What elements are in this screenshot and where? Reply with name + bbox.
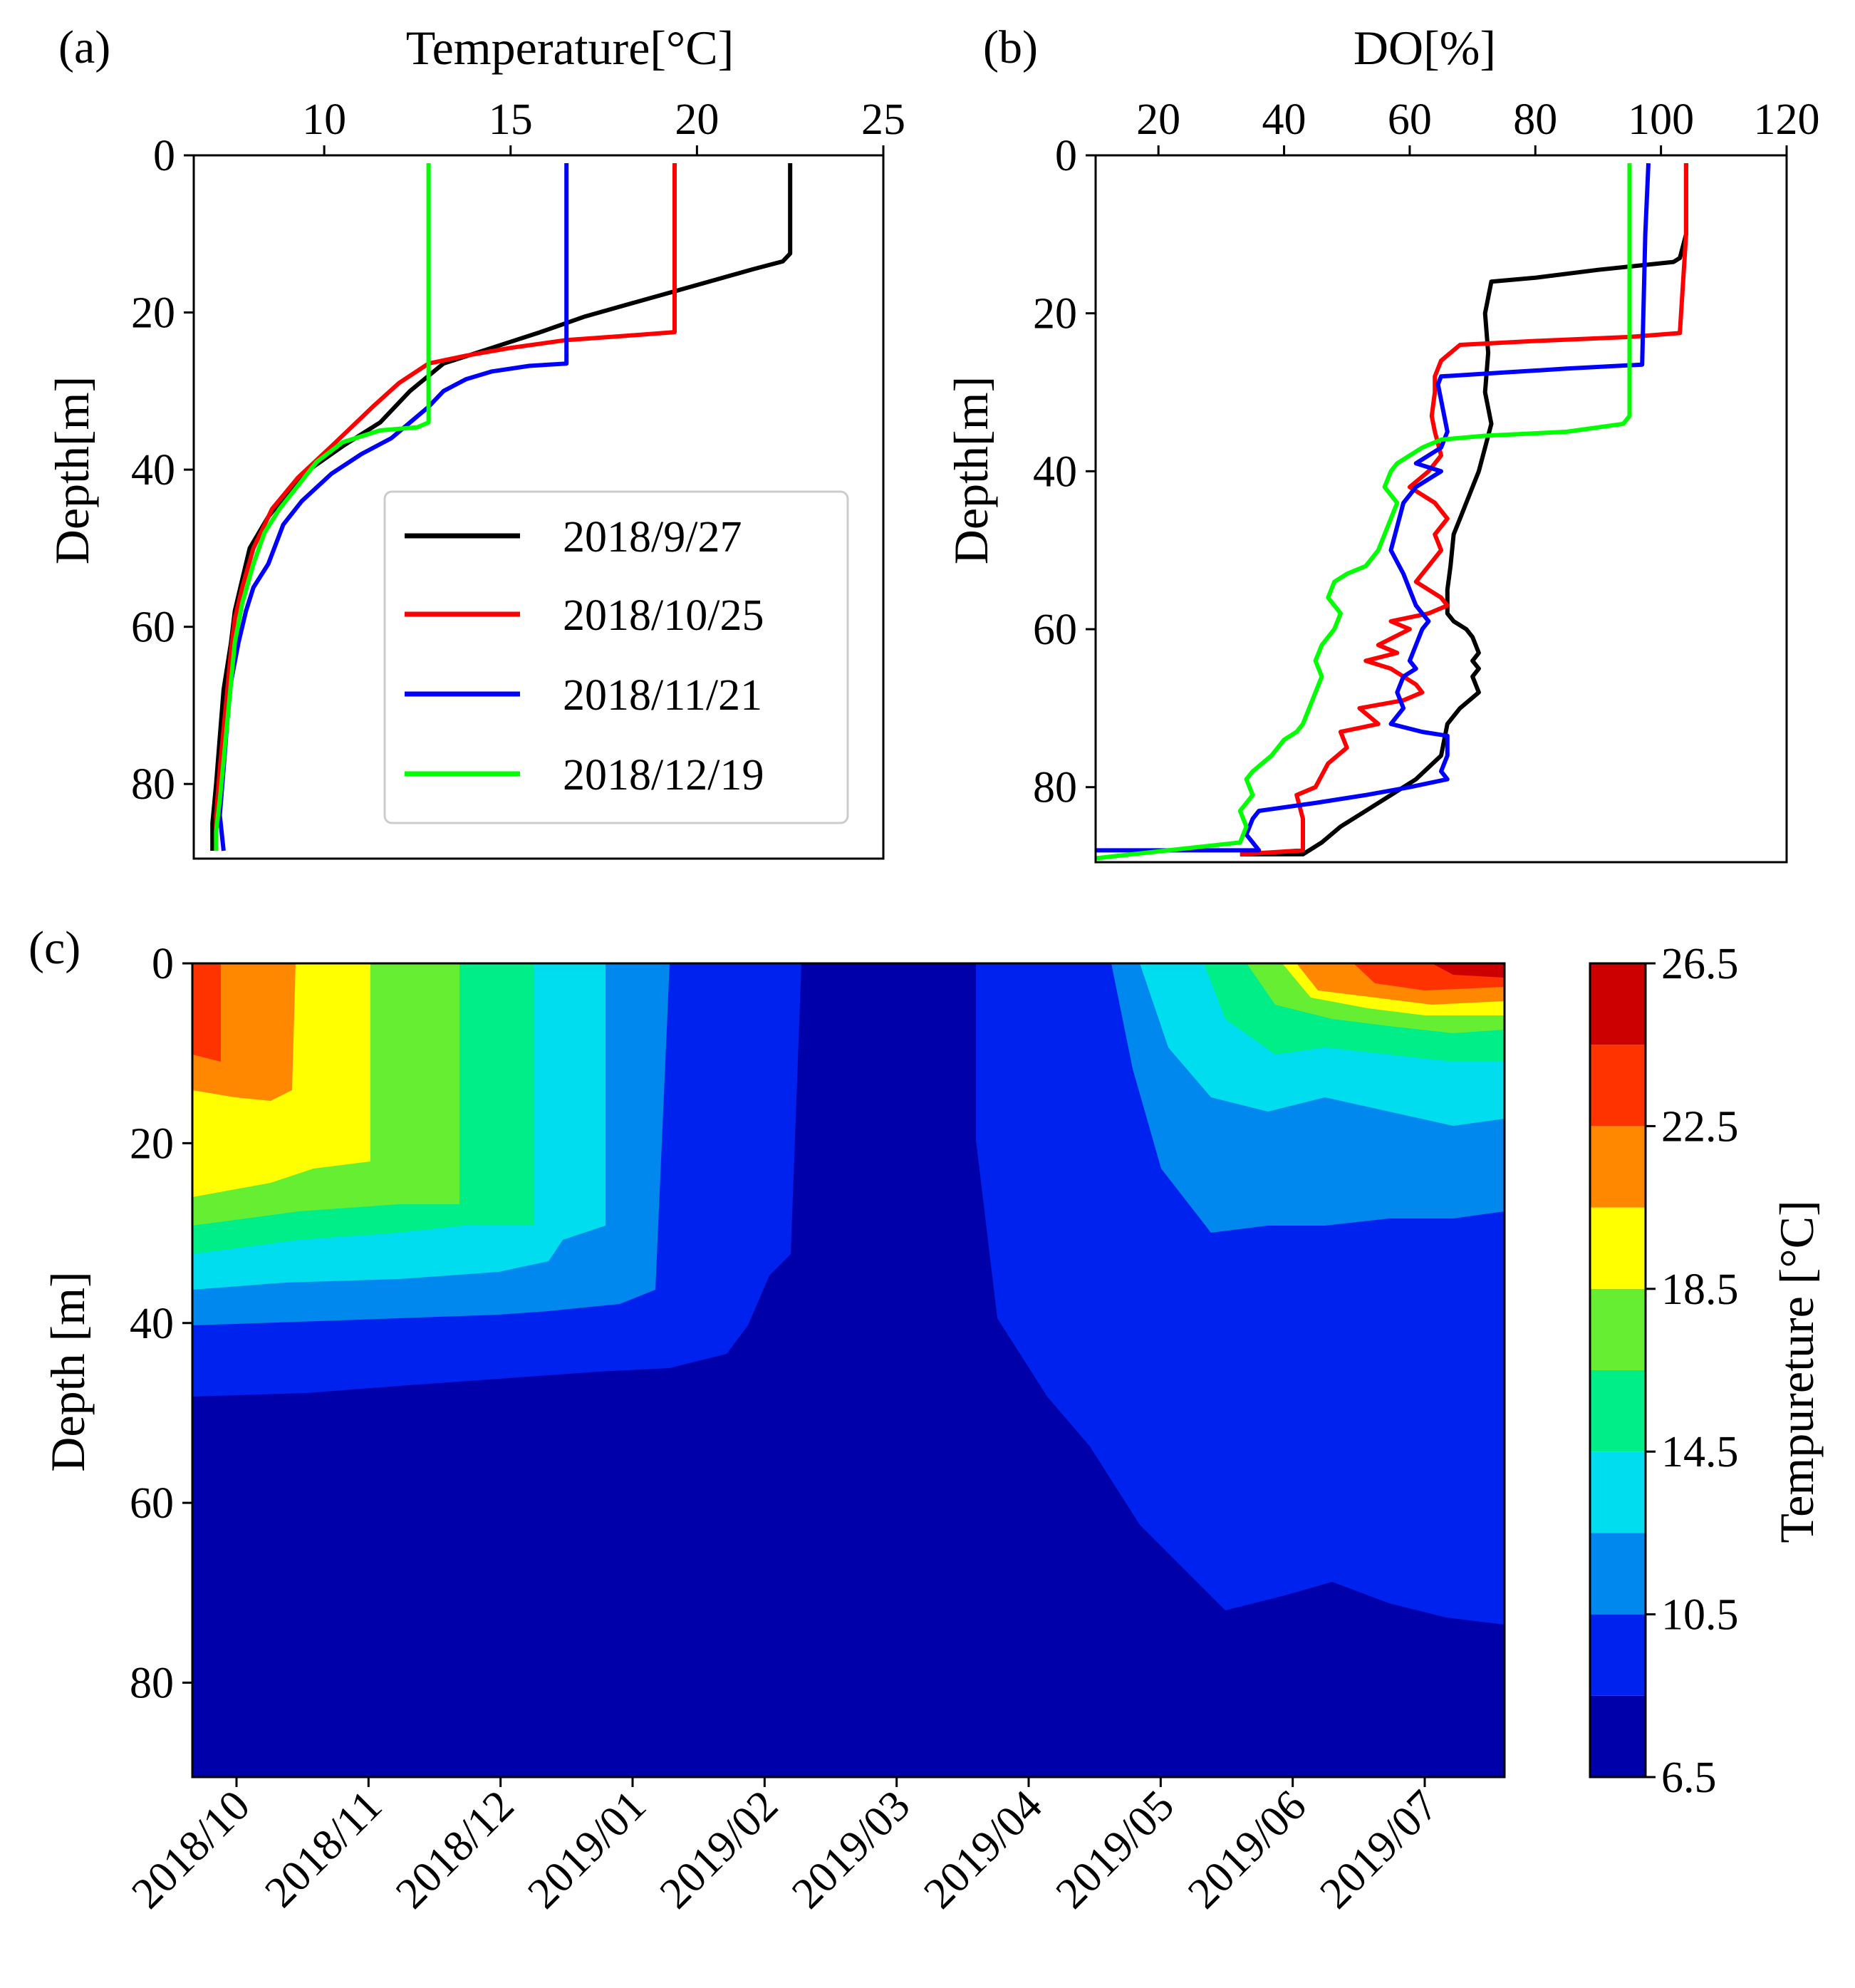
colorbar-bin-2 — [1590, 1533, 1646, 1615]
panel-b-xtick-label-5: 120 — [1754, 95, 1820, 144]
colorbar-tick-label-3: 14.5 — [1661, 1428, 1739, 1476]
panel-c-ytick-label-1: 20 — [130, 1119, 174, 1168]
panel-b-xlabel: DO[%] — [1353, 21, 1496, 75]
panel-c-ytick-label-2: 40 — [130, 1300, 174, 1348]
colorbar-label: Tempureture [°C] — [1770, 1200, 1824, 1543]
panel-c: (c) Depth [m] 0204060802018/102018/11201… — [28, 922, 1824, 1918]
panel-b-line-3 — [1095, 163, 1632, 861]
panel-a-xtick-label-0: 10 — [302, 95, 346, 144]
legend-label-3: 2018/12/19 — [563, 751, 764, 799]
colorbar-tick-label-4: 10.5 — [1661, 1591, 1739, 1640]
panel-c-xtick-label-1: 2018/11 — [256, 1781, 391, 1917]
panel-b-xtick-label-2: 60 — [1388, 95, 1432, 144]
panel-a-ticks: 10 15 20 25 0 20 40 60 80 — [131, 95, 905, 809]
panel-b-lines — [1095, 162, 1688, 861]
panel-b-ytick-label-0: 0 — [1055, 132, 1077, 180]
panel-b-ticks: 20 40 60 80 100 120 0 20 40 60 80 — [1033, 95, 1820, 812]
panel-c-xtick-label-9: 2019/07 — [1311, 1781, 1448, 1918]
panel-a-ytick-label-3: 60 — [131, 604, 175, 652]
panel-b-ytick-label-4: 80 — [1033, 764, 1077, 812]
legend: 2018/9/27 2018/10/25 2018/11/21 2018/12/… — [383, 490, 849, 824]
panel-a-ylabel: Depth[m] — [45, 376, 99, 564]
colorbar-tick-label-0: 26.5 — [1661, 940, 1739, 988]
panel-a-xtick-label-3: 25 — [861, 95, 905, 144]
panel-c-xtick-label-2: 2018/12 — [387, 1781, 524, 1918]
heatmap-band-22-24 — [192, 963, 221, 1062]
panel-b-ytick-label-1: 20 — [1033, 290, 1077, 338]
panel-b-line-0 — [1240, 163, 1688, 856]
panel-c-label: (c) — [28, 922, 80, 974]
panel-c-frame — [191, 962, 1506, 1779]
panel-b-xtick-label-0: 20 — [1136, 95, 1180, 144]
colorbar-bin-5 — [1590, 1288, 1646, 1370]
panel-a-ytick-label-1: 20 — [131, 289, 175, 338]
colorbar-bin-4 — [1590, 1370, 1646, 1452]
colorbar-bin-0 — [1590, 1695, 1646, 1777]
panel-a-label: (a) — [58, 21, 110, 73]
panel-a: (a) Temperature[°C] Depth[m] 10 15 20 25 0 20… — [45, 21, 905, 860]
colorbar-frame — [1589, 962, 1647, 1779]
panel-c-ytick-label-4: 80 — [130, 1660, 174, 1708]
panel-a-xtick-label-2: 20 — [675, 95, 719, 144]
panel-b-xtick-label-3: 80 — [1513, 95, 1557, 144]
colorbar-tick-label-1: 22.5 — [1661, 1102, 1739, 1151]
heatmap-band-24-26 — [1432, 963, 1505, 978]
panel-c-ytick-label-0: 0 — [152, 940, 174, 988]
colorbar: 26.5 22.5 18.5 14.5 10.5 6.5 — [1589, 940, 1739, 1802]
panel-a-ytick-label-4: 80 — [131, 760, 175, 809]
panel-b: (b) DO[%] Depth[m] 20 40 60 80 100 120 0 20 40 60… — [944, 21, 1820, 864]
colorbar-bin-6 — [1590, 1207, 1646, 1289]
panel-b-ytick-label-3: 60 — [1033, 606, 1077, 654]
panel-b-xtick-label-1: 40 — [1262, 95, 1306, 144]
panel-b-label: (b) — [983, 21, 1038, 73]
panel-a-ytick-label-2: 40 — [131, 446, 175, 495]
legend-label-2: 2018/11/21 — [563, 671, 762, 720]
colorbar-bin-8 — [1590, 1045, 1646, 1127]
panel-a-ytick-label-0: 0 — [153, 132, 175, 180]
panel-c-xtick-label-3: 2019/01 — [519, 1781, 655, 1918]
panel-c-xtick-label-6: 2019/04 — [915, 1781, 1051, 1918]
panel-b-xtick-label-4: 100 — [1628, 95, 1694, 144]
heatmap-field — [192, 963, 1505, 1777]
panel-b-frame — [1094, 154, 1788, 864]
panel-a-frame — [192, 154, 885, 860]
colorbar-bin-9 — [1590, 963, 1646, 1045]
panel-b-line-2 — [1096, 162, 1651, 853]
panel-b-line-1 — [1240, 163, 1688, 856]
colorbar-bin-3 — [1590, 1451, 1646, 1533]
colorbar-bin-1 — [1590, 1614, 1646, 1696]
panel-a-xlabel: Temperature[°C] — [406, 21, 734, 75]
panel-c-xtick-label-0: 2018/10 — [123, 1781, 259, 1918]
panel-c-ylabel: Depth [m] — [41, 1271, 95, 1471]
panel-c-xtick-label-5: 2019/03 — [783, 1781, 920, 1918]
panel-a-xtick-label-1: 15 — [489, 95, 533, 144]
panel-a-line-3 — [214, 163, 431, 851]
panel-c-xtick-label-8: 2019/06 — [1179, 1781, 1316, 1918]
panel-c-ytick-label-3: 60 — [130, 1479, 174, 1528]
panel-a-line-0 — [210, 163, 793, 851]
panel-b-ylabel: Depth[m] — [944, 376, 998, 564]
panel-b-ytick-label-2: 40 — [1033, 447, 1077, 496]
panel-a-lines — [210, 163, 793, 851]
legend-label-0: 2018/9/27 — [563, 513, 742, 561]
colorbar-tick-label-5: 6.5 — [1661, 1754, 1717, 1802]
colorbar-tick-label-2: 18.5 — [1661, 1265, 1739, 1314]
legend-label-1: 2018/10/25 — [563, 591, 764, 640]
legend-box — [383, 490, 849, 824]
colorbar-bin-7 — [1590, 1126, 1646, 1208]
panel-c-xtick-label-7: 2019/05 — [1046, 1781, 1183, 1918]
panel-a-line-1 — [214, 163, 677, 851]
panel-c-xtick-label-4: 2019/02 — [650, 1781, 787, 1918]
